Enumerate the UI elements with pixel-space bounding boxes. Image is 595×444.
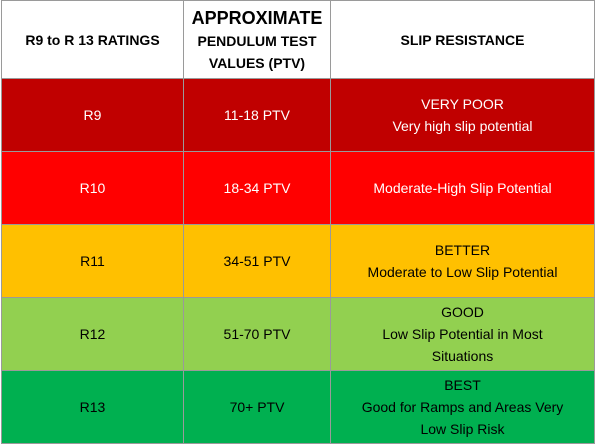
- ptv-cell: 18-34 PTV: [183, 151, 331, 225]
- resistance-cell: Moderate-High Slip Potential: [330, 151, 595, 225]
- resistance-line2: Good for Ramps and Areas Very: [361, 399, 564, 415]
- resistance-line1: BETTER: [434, 242, 491, 258]
- rating-cell: R10: [1, 151, 184, 225]
- table-row-r13: R13 70+ PTV BEST Good for Ramps and Area…: [1, 370, 595, 444]
- header-ptv-line2: PENDULUM TEST: [197, 32, 317, 49]
- rating-cell: R11: [1, 224, 184, 298]
- header-row: R9 to R 13 RATINGS APPROXIMATE PENDULUM …: [1, 0, 595, 79]
- table-row-r12: R12 51-70 PTV GOOD Low Slip Potential in…: [1, 297, 595, 371]
- table-row-r11: R11 34-51 PTV BETTER Moderate to Low Sli…: [1, 224, 595, 298]
- ptv-cell: 51-70 PTV: [183, 297, 331, 371]
- header-ptv-line1: APPROXIMATE: [191, 7, 323, 28]
- ptv-cell: 34-51 PTV: [183, 224, 331, 298]
- resistance-line2: Moderate to Low Slip Potential: [367, 264, 558, 280]
- ptv-cell: 70+ PTV: [183, 370, 331, 444]
- resistance-line1: VERY POOR: [421, 96, 504, 112]
- resistance-line2: Low Slip Potential in Most: [382, 326, 543, 342]
- header-ratings: R9 to R 13 RATINGS: [1, 0, 184, 79]
- resistance-line1: BEST: [444, 377, 481, 393]
- resistance-line1: Moderate-High Slip Potential: [373, 180, 552, 196]
- header-ptv-line3: VALUES (PTV): [208, 54, 306, 71]
- resistance-cell: BEST Good for Ramps and Areas Very Low S…: [330, 370, 595, 444]
- resistance-line2: Very high slip potential: [392, 118, 533, 134]
- rating-cell: R13: [1, 370, 184, 444]
- table-row-r10: R10 18-34 PTV Moderate-High Slip Potenti…: [1, 151, 595, 225]
- ptv-cell: 11-18 PTV: [183, 78, 331, 152]
- resistance-line3: Situations: [431, 348, 494, 364]
- resistance-line3: Low Slip Risk: [420, 421, 505, 437]
- table-row-r9: R9 11-18 PTV VERY POOR Very high slip po…: [1, 78, 595, 152]
- resistance-cell: BETTER Moderate to Low Slip Potential: [330, 224, 595, 298]
- resistance-cell: GOOD Low Slip Potential in Most Situatio…: [330, 297, 595, 371]
- resistance-line1: GOOD: [441, 304, 484, 320]
- header-ptv: APPROXIMATE PENDULUM TEST VALUES (PTV): [183, 0, 331, 79]
- rating-cell: R12: [1, 297, 184, 371]
- rating-cell: R9: [1, 78, 184, 152]
- header-slip-resistance: SLIP RESISTANCE: [330, 0, 595, 79]
- resistance-cell: VERY POOR Very high slip potential: [330, 78, 595, 152]
